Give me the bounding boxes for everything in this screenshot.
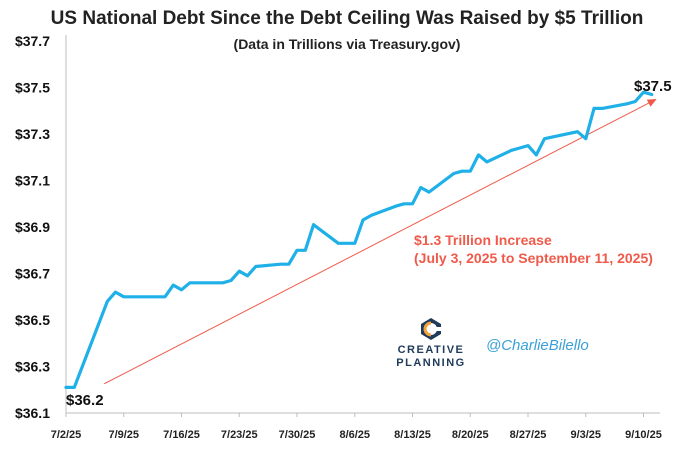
y-axis-ticks: $36.1 $36.3 $36.5 $36.7 $36.9 $37.1 $37.3 $37.5… xyxy=(15,33,50,421)
x-tick-label: 7/9/25 xyxy=(108,429,139,441)
x-axis-ticks: 7/2/25 7/9/25 7/16/25 7/23/25 7/30/25 8/6/25 8… xyxy=(51,413,662,441)
x-tick-label: 7/30/25 xyxy=(279,429,316,441)
y-tick-label: $37.7 xyxy=(15,33,50,49)
series-line xyxy=(64,90,654,389)
y-tick-label: $37.5 xyxy=(15,80,50,96)
creative-planning-logo: CREATIVE PLANNING xyxy=(388,316,474,370)
trend-arrow-line xyxy=(104,99,657,385)
x-tick-label: 9/3/25 xyxy=(570,429,601,441)
author-handle: @CharlieBilello xyxy=(486,337,589,354)
x-tick-label: 8/6/25 xyxy=(339,429,370,441)
y-tick-label: $37.3 xyxy=(15,126,50,142)
x-tick-label: 7/2/25 xyxy=(51,429,82,441)
y-tick-label: $36.5 xyxy=(15,312,50,328)
x-tick-label: 7/23/25 xyxy=(221,429,258,441)
x-tick-label: 8/13/25 xyxy=(394,429,431,441)
chart-axes xyxy=(65,35,660,414)
creative-planning-logo-icon xyxy=(421,318,442,340)
series-group xyxy=(64,90,654,389)
y-tick-label: $36.9 xyxy=(15,219,50,235)
x-tick-label: 8/20/25 xyxy=(452,429,489,441)
y-tick-label: $36.3 xyxy=(15,359,50,375)
date-range-annotation: (July 3, 2025 to September 11, 2025) xyxy=(414,250,653,266)
y-tick-label: $36.7 xyxy=(15,266,50,282)
increase-annotation: $1.3 Trillion Increase xyxy=(414,232,552,248)
y-tick-label: $36.1 xyxy=(15,405,50,421)
x-tick-label: 8/27/25 xyxy=(510,429,547,441)
x-tick-label: 7/16/25 xyxy=(163,429,200,441)
start-value-label: $36.2 xyxy=(66,392,104,409)
x-tick-label: 9/10/25 xyxy=(625,429,662,441)
y-tick-label: $37.1 xyxy=(15,173,50,189)
trend-arrow xyxy=(104,99,657,385)
logo-text-line1: CREATIVE xyxy=(397,344,465,356)
logo-text-line2: PLANNING xyxy=(396,357,466,369)
chart-subtitle: (Data in Trillions via Treasury.gov) xyxy=(233,36,461,52)
chart-title: US National Debt Since the Debt Ceiling … xyxy=(50,8,644,29)
end-value-label: $37.5 xyxy=(634,78,672,95)
